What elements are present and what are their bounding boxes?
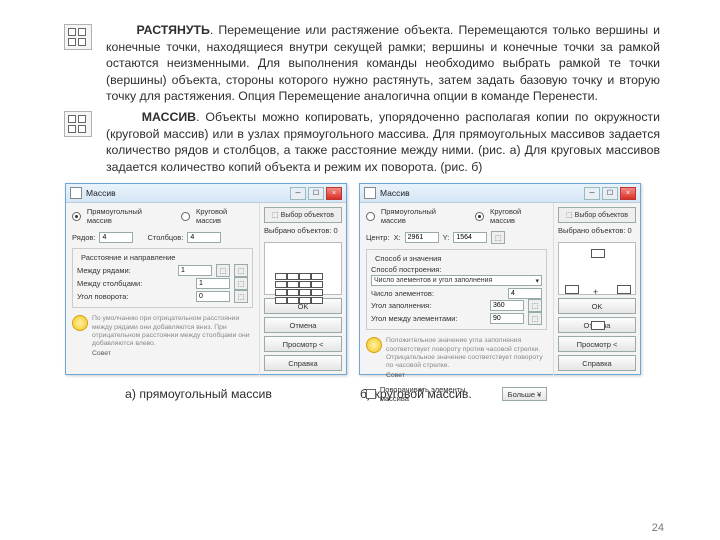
rotate-checkbox[interactable]	[366, 389, 376, 399]
tip-bulb-icon	[366, 337, 382, 353]
tip-label: Совет	[386, 372, 547, 380]
group-title: Расстояние и направление	[79, 253, 177, 262]
between-rows-input[interactable]	[178, 265, 212, 276]
radio-rect[interactable]	[72, 212, 81, 221]
stretch-paragraph: РАСТЯНУТЬ. Перемещение или растяжение об…	[106, 22, 660, 105]
group-title: Способ и значения	[373, 254, 443, 263]
stretch-title: РАСТЯНУТЬ	[137, 23, 210, 37]
radio-polar[interactable]	[475, 212, 484, 221]
polar-array-dialog: Массив ─ ☐ × Прямоугольный массив Кругов…	[359, 183, 641, 375]
preview-button[interactable]: Просмотр <	[264, 336, 342, 352]
array-icon	[64, 111, 92, 137]
between-cols-input[interactable]	[196, 278, 230, 289]
minimize-button[interactable]: ─	[584, 187, 600, 200]
fill-angle-input[interactable]	[490, 300, 524, 311]
close-button[interactable]: ×	[620, 187, 636, 200]
dialog-icon	[70, 187, 82, 199]
center-y-input[interactable]	[453, 232, 487, 243]
rect-array-dialog: Массив ─ ☐ × Прямоугольный массив Кругов…	[65, 183, 347, 375]
maximize-button[interactable]: ☐	[602, 187, 618, 200]
tip-text: Положительное значение угла заполнения с…	[386, 337, 547, 370]
pick-icon[interactable]: ⬚	[528, 312, 542, 325]
array-title: МАССИВ	[142, 110, 196, 124]
rect-preview	[264, 242, 342, 295]
pick-icon[interactable]: ⬚	[528, 299, 542, 312]
preview-button[interactable]: Просмотр <	[558, 336, 636, 352]
method-label: Способ построения:	[371, 265, 542, 274]
angle-input[interactable]	[196, 291, 230, 302]
array-paragraph: МАССИВ. Объекты можно копировать, упоряд…	[106, 109, 660, 175]
dialog-title: Массив	[380, 188, 410, 198]
selected-count: Выбрано объектов: 0	[558, 226, 636, 235]
caption-a: а) прямоугольный массив	[125, 387, 360, 401]
polar-preview: +	[558, 242, 636, 295]
pick-icon[interactable]: ⬚	[234, 290, 248, 303]
help-button[interactable]: Справка	[558, 355, 636, 371]
dialog-titlebar: Массив ─ ☐ ×	[66, 184, 346, 203]
tip-bulb-icon	[72, 315, 88, 331]
pick-center-icon[interactable]: ⬚	[491, 231, 505, 244]
select-objects-button[interactable]: ⬚Выбор объектов	[558, 207, 636, 223]
select-objects-button[interactable]: ⬚Выбор объектов	[264, 207, 342, 223]
between-angle-input[interactable]	[490, 313, 524, 324]
stretch-icon	[64, 24, 92, 50]
count-input[interactable]	[508, 288, 542, 299]
close-button[interactable]: ×	[326, 187, 342, 200]
help-button[interactable]: Справка	[264, 355, 342, 371]
radio-rect[interactable]	[366, 212, 375, 221]
radio-polar[interactable]	[181, 212, 190, 221]
pick-icon[interactable]: ⬚	[234, 277, 248, 290]
more-button[interactable]: Больше ¥	[502, 387, 547, 401]
dialog-icon	[364, 187, 376, 199]
selected-count: Выбрано объектов: 0	[264, 226, 342, 235]
cancel-button[interactable]: Отмена	[264, 317, 342, 333]
maximize-button[interactable]: ☐	[308, 187, 324, 200]
dialog-title: Массив	[86, 188, 116, 198]
rows-input[interactable]	[99, 232, 133, 243]
tip-text: По умолчанию при отрицательном расстояни…	[92, 315, 253, 348]
tip-label: Совет	[92, 350, 253, 358]
dialog-titlebar: Массив ─ ☐ ×	[360, 184, 640, 203]
method-dropdown[interactable]: Число элементов и угол заполнения▾	[371, 275, 542, 286]
minimize-button[interactable]: ─	[290, 187, 306, 200]
page-number: 24	[652, 522, 664, 534]
pick-icon[interactable]: ⬚	[234, 264, 248, 277]
cols-input[interactable]	[187, 232, 221, 243]
pick-icon[interactable]: ⬚	[216, 264, 230, 277]
center-x-input[interactable]	[405, 232, 439, 243]
ok-button[interactable]: OK	[558, 298, 636, 314]
